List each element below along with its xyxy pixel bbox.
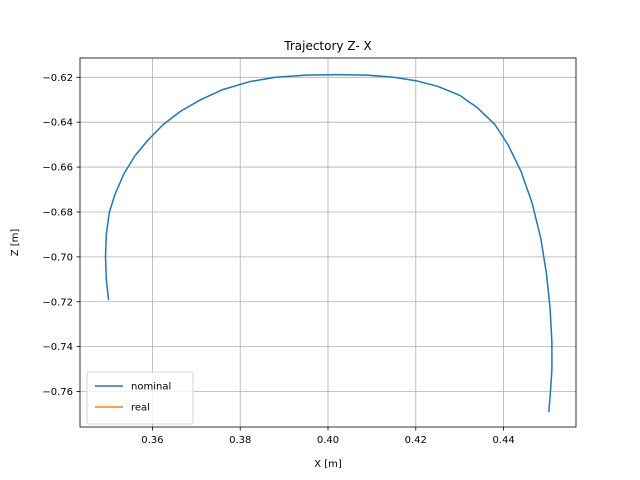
y-tick-label: −0.64 — [42, 118, 73, 129]
y-tick-label: −0.74 — [42, 342, 73, 353]
plot-lines — [104, 73, 553, 413]
y-axis-ticks: −0.62 −0.64 −0.66 −0.68 −0.70 −0.72 −0.74 −0.76 — [42, 73, 80, 398]
y-tick-label: −0.76 — [42, 387, 73, 398]
y-tick-label: −0.66 — [42, 163, 73, 174]
legend-box — [86, 371, 194, 425]
x-tick-label: 0.44 — [492, 435, 514, 446]
x-tick-label: 0.42 — [405, 435, 427, 446]
series-line-nominal — [104, 73, 553, 413]
legend-label-nominal: nominal — [131, 382, 171, 393]
grid — [80, 58, 576, 427]
y-tick-label: −0.72 — [42, 297, 73, 308]
y-tick-label: −0.62 — [42, 73, 73, 84]
legend: nominal real — [86, 371, 194, 425]
x-axis-label: X [m] — [314, 459, 342, 470]
y-tick-label: −0.70 — [42, 252, 73, 263]
x-tick-label: 0.40 — [317, 435, 339, 446]
y-tick-label: −0.68 — [42, 207, 73, 218]
x-tick-label: 0.38 — [229, 435, 251, 446]
legend-label-real: real — [131, 403, 150, 414]
x-axis-ticks: 0.36 0.38 0.40 0.42 0.44 — [141, 427, 515, 446]
chart-title: Trajectory Z- X — [283, 39, 371, 53]
x-tick-label: 0.36 — [141, 435, 163, 446]
y-axis-label: Z [m] — [10, 229, 21, 257]
